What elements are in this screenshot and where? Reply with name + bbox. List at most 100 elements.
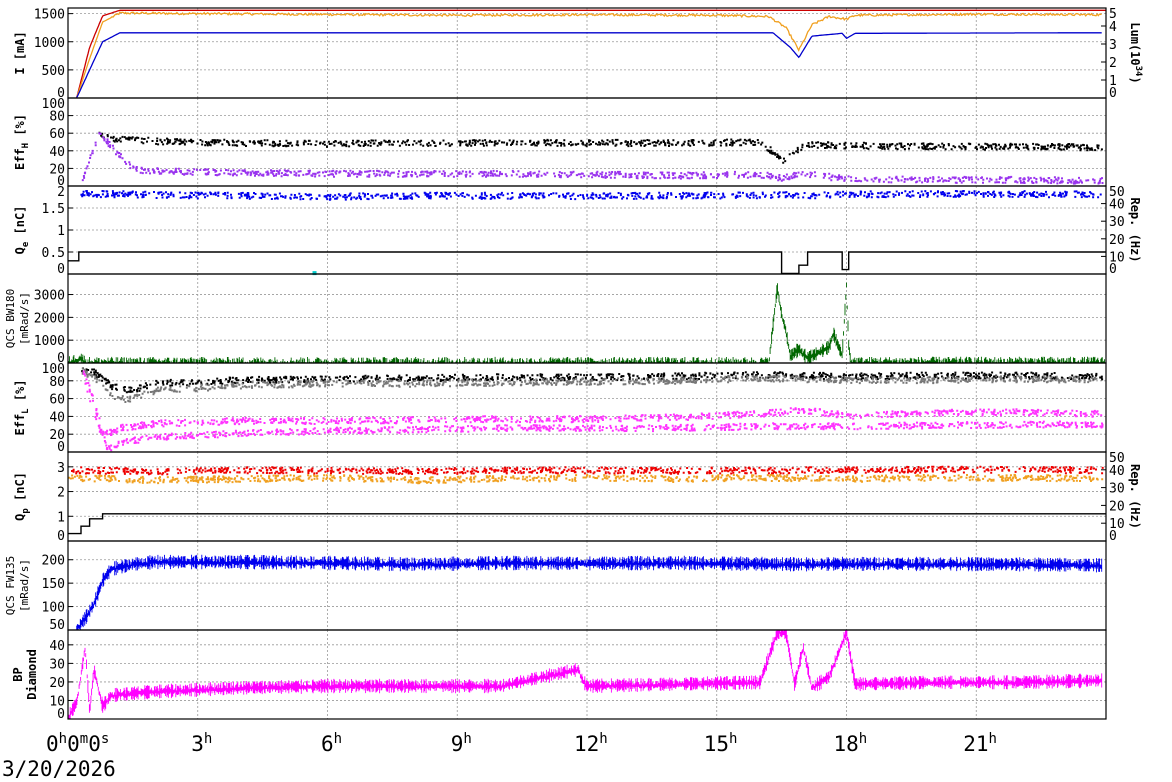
x-tick-label: 6h (321, 731, 342, 756)
series-4-1 (81, 367, 1098, 403)
y-axis-label: Qe [nC] (13, 206, 31, 255)
series-4-3 (82, 372, 1104, 452)
y-tick-label: 0 (57, 707, 65, 722)
y-axis-label: Qp [nC] (13, 472, 31, 521)
y2-tick-label: 0 (1109, 262, 1117, 277)
x-tick-label: 18h (834, 731, 868, 756)
y-tick-label: 0 (57, 174, 65, 189)
panel-3: 0 1000 2000 3000 QCS BW180 [mRad/s] (4, 273, 1107, 366)
y2-tick-label: 10 (1109, 517, 1125, 532)
series-area (67, 630, 1103, 719)
y-tick-label: 0 (57, 351, 65, 366)
y-tick-label: 100 (42, 601, 65, 616)
y-tick-label: 40 (49, 410, 65, 425)
x-tick-label: 21h (963, 731, 997, 756)
scatter-points (98, 131, 1103, 164)
y2-tick-label: 40 (1109, 198, 1125, 213)
y-tick-label: 0 (57, 440, 65, 455)
y2-tick-label: 0 (1109, 529, 1117, 544)
y2-tick-label: 3 (1109, 38, 1117, 53)
y-tick-label: 20 (49, 162, 65, 177)
series-2-2 (312, 271, 317, 276)
series-5-0 (68, 473, 1104, 485)
y-tick-label: 3000 (34, 289, 65, 304)
panel-7: 010 20 30 40 BP Diamond (11, 629, 1107, 722)
y-tick-label: 20 (49, 676, 65, 691)
y-tick-label: 200 (42, 554, 65, 569)
y2-tick-label: 20 (1109, 499, 1125, 514)
y-axis-label: QCS BW180 (4, 289, 17, 349)
series-0-2 (76, 32, 1102, 98)
y2-tick-label: 50 (1109, 451, 1125, 466)
scatter-points (71, 465, 1104, 476)
y2-tick-label: 4 (1109, 20, 1117, 35)
y-tick-label: 2000 (34, 311, 65, 326)
x-axis: 0h0m0s 3h 6h 9h 12h 15h 18h 21h 3/20/2026 (2, 731, 997, 781)
y2-tick-label: 30 (1109, 482, 1125, 497)
y-tick-label: 1500 (34, 8, 65, 23)
y-tick-label: 30 (49, 657, 65, 672)
series-area (76, 554, 1103, 630)
y2-tick-label: 30 (1109, 215, 1125, 230)
y-tick-label: 0 (57, 529, 65, 544)
y-tick-label: 1 (57, 224, 65, 239)
x-tick-label-0: 0h0m0s (46, 731, 109, 756)
y-tick-label: 3 (57, 461, 65, 476)
y-tick-label: 500 (42, 64, 65, 79)
y-tick-label: 40 (49, 145, 65, 160)
y2-tick-label: 1 (1109, 74, 1117, 89)
date-label: 3/20/2026 (2, 757, 116, 781)
scatter-points (82, 372, 1104, 452)
y-tick-label: 50 (49, 618, 65, 633)
series-7-0 (67, 630, 1103, 719)
y-tick-label: 60 (49, 393, 65, 408)
y2-tick-label: 40 (1109, 464, 1125, 479)
y-tick-label: 100 (42, 362, 65, 377)
y-axis-label: EffL [%] (13, 379, 31, 435)
y-tick-label: 80 (49, 375, 65, 390)
y-tick-label: 2 (57, 185, 65, 200)
rep-step-line (68, 251, 1106, 275)
series-line (76, 11, 1102, 98)
panel-frame (67, 629, 1107, 720)
x-tick-label: 3h (191, 731, 212, 756)
y-axis-label: I [mA] (13, 31, 27, 74)
y-tick-label: 1 (57, 510, 65, 525)
scatter-points (81, 367, 1098, 403)
y-tick-label: 0.5 (42, 246, 65, 261)
x-tick-label: 15h (704, 731, 738, 756)
series-line (76, 9, 1106, 98)
y-tick-label: 1000 (34, 334, 65, 349)
y-tick-label: 150 (42, 577, 65, 592)
y-axis-label-line2: [mRad/s] (18, 559, 31, 612)
scatter-points (68, 473, 1104, 485)
series-1-0 (98, 131, 1103, 164)
y-axis-label: BP (11, 667, 25, 681)
scatter-points (80, 190, 1102, 201)
y-tick-label: 0 (57, 86, 65, 101)
series-0-1 (76, 11, 1102, 98)
series-1-1 (81, 132, 1104, 185)
series-2-1 (68, 251, 1106, 275)
panel-6: 50 100 150 200 QCS FW135 [mRad/s] (4, 540, 1107, 633)
y-tick-label: 60 (49, 127, 65, 142)
x-tick-label: 9h (451, 731, 472, 756)
y-axis-label: QCS FW135 (4, 556, 17, 616)
y2-tick-label: 20 (1109, 233, 1125, 248)
y-tick-label: 100 (42, 97, 65, 112)
y2-tick-label: 50 (1109, 185, 1125, 200)
scatter-points (81, 132, 1104, 185)
y-tick-label: 1.5 (42, 202, 65, 217)
y-tick-label: 10 (49, 694, 65, 709)
y-axis-label: EffH [%] (13, 114, 31, 170)
series-2-0 (80, 190, 1102, 201)
y-axis-label-line2: Diamond (25, 649, 39, 700)
y-tick-label: 1000 (34, 36, 65, 51)
y-axis-label-line2: [mRad/s] (18, 292, 31, 345)
y-tick-label: 20 (49, 428, 65, 443)
